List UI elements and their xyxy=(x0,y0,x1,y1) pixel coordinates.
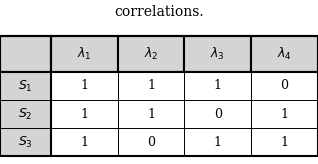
Text: 1: 1 xyxy=(280,108,289,121)
Text: $S_3$: $S_3$ xyxy=(18,135,33,150)
Bar xyxy=(0,36,51,72)
Text: 1: 1 xyxy=(80,108,88,121)
Text: $\lambda_4$: $\lambda_4$ xyxy=(277,46,292,62)
Text: 1: 1 xyxy=(214,80,222,92)
Text: 0: 0 xyxy=(214,108,222,121)
Bar xyxy=(118,100,184,128)
Bar xyxy=(51,72,118,100)
Bar xyxy=(251,128,318,156)
Bar xyxy=(118,36,184,72)
Bar xyxy=(184,100,251,128)
Text: 1: 1 xyxy=(147,108,155,121)
Bar xyxy=(184,72,251,100)
Bar xyxy=(51,100,118,128)
Text: 1: 1 xyxy=(147,80,155,92)
Bar xyxy=(251,36,318,72)
Text: 0: 0 xyxy=(280,80,289,92)
Bar xyxy=(251,72,318,100)
Bar xyxy=(118,72,184,100)
Text: $\lambda_2$: $\lambda_2$ xyxy=(144,46,158,62)
Bar xyxy=(51,128,118,156)
Bar xyxy=(251,100,318,128)
Text: $S_2$: $S_2$ xyxy=(18,107,33,122)
Text: 1: 1 xyxy=(80,80,88,92)
Text: 1: 1 xyxy=(280,136,289,149)
Text: 0: 0 xyxy=(147,136,155,149)
Bar xyxy=(0,128,51,156)
Bar xyxy=(0,100,51,128)
Bar xyxy=(184,128,251,156)
Bar xyxy=(51,36,118,72)
Bar xyxy=(0,72,51,100)
Text: $\lambda_3$: $\lambda_3$ xyxy=(211,46,225,62)
Bar xyxy=(184,36,251,72)
Text: $\lambda_1$: $\lambda_1$ xyxy=(77,46,92,62)
Text: 1: 1 xyxy=(214,136,222,149)
Text: 1: 1 xyxy=(80,136,88,149)
Bar xyxy=(118,128,184,156)
Text: correlations.: correlations. xyxy=(114,5,204,19)
Text: $S_1$: $S_1$ xyxy=(18,78,33,93)
